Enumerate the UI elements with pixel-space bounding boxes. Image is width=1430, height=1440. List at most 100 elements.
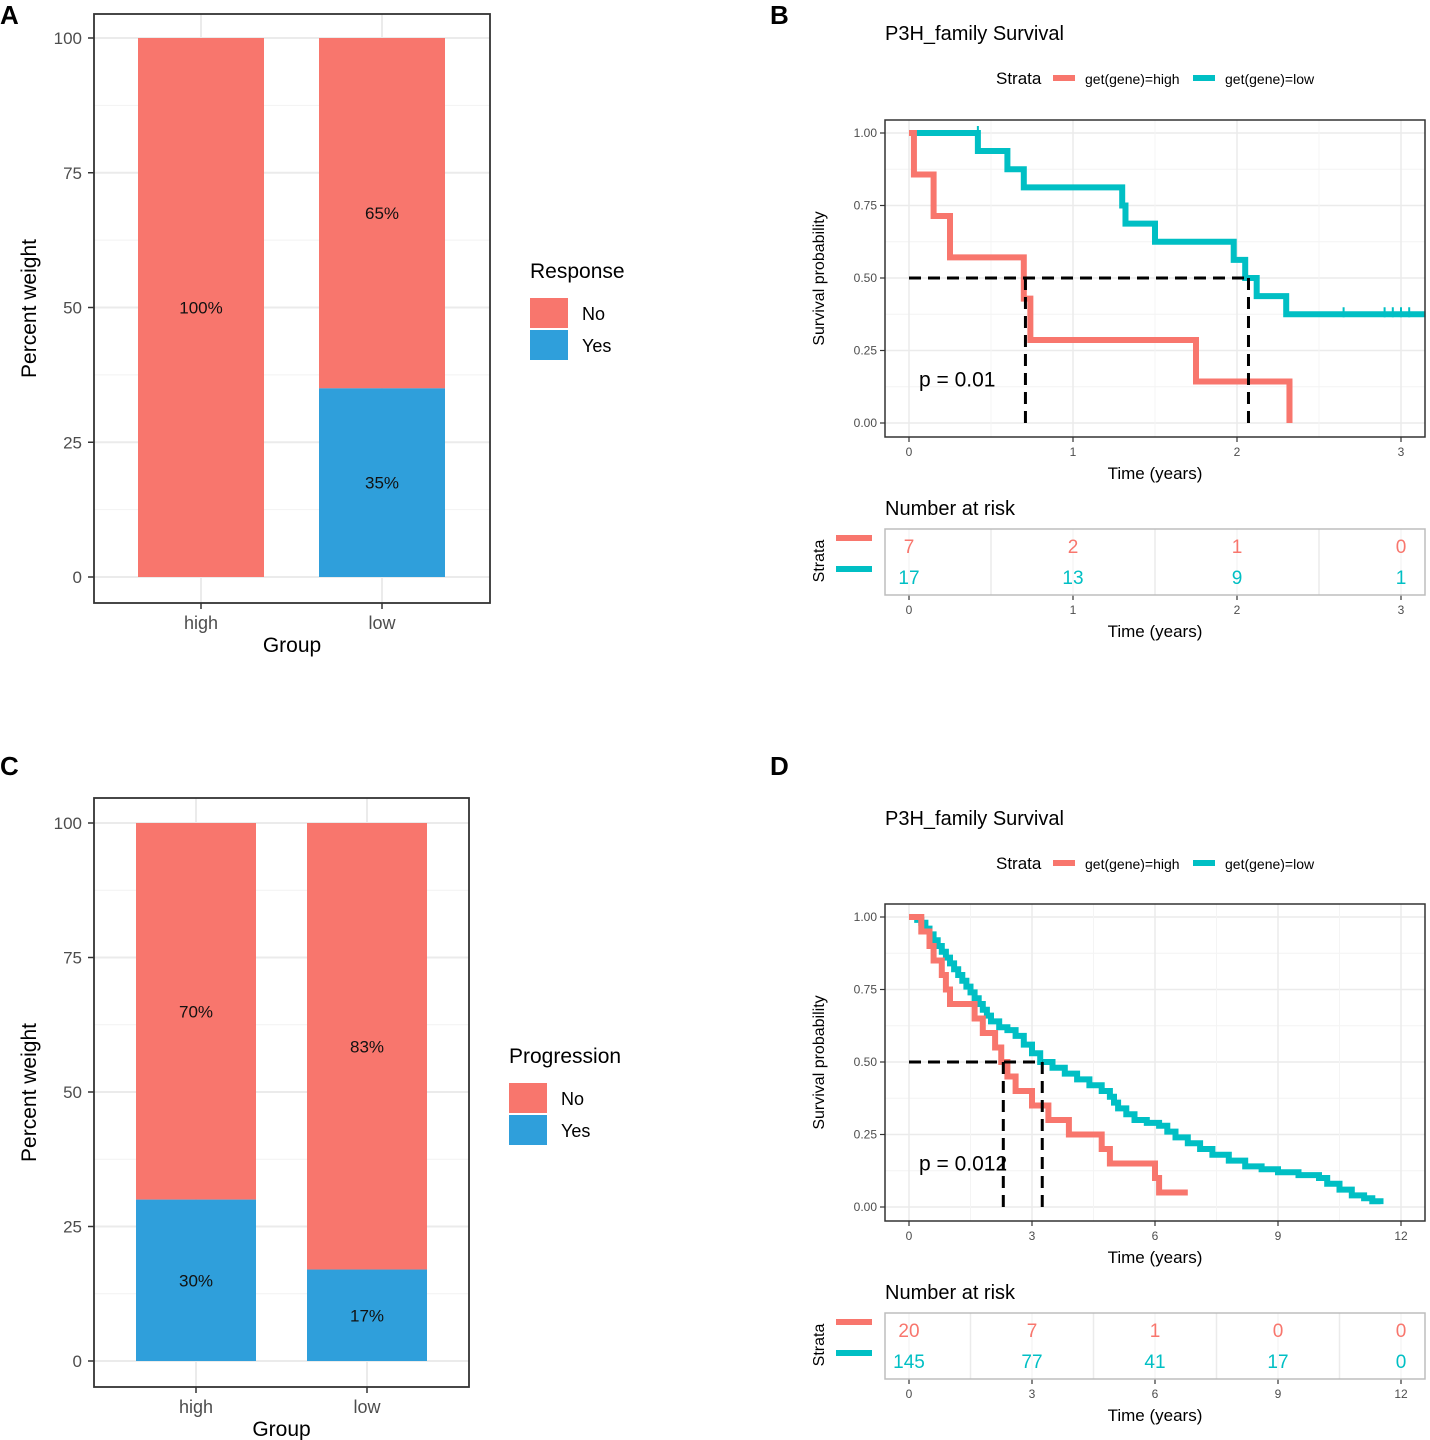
- x-tick-label: 6: [1152, 1229, 1159, 1243]
- risk-count-high: 20: [898, 1321, 919, 1342]
- y-tick-label: 0.00: [854, 1200, 878, 1214]
- y-tick-label: 0: [73, 1352, 82, 1371]
- x-tick-label: 3: [1029, 1229, 1036, 1243]
- risk-count-low: 41: [1144, 1352, 1165, 1373]
- y-tick-label: 0.25: [854, 1128, 878, 1142]
- y-tick-label: 75: [63, 164, 82, 183]
- curve-low: [909, 914, 1384, 1205]
- risk-count-high: 7: [1027, 1321, 1038, 1342]
- y-tick-label: 50: [63, 299, 82, 318]
- risk-table-ylabel: Strata: [811, 1324, 828, 1367]
- risk-x-tick-label: 9: [1275, 1387, 1282, 1401]
- y-tick-label: 100: [54, 29, 82, 48]
- legend-label-high: get(gene)=high: [1085, 71, 1180, 87]
- x-axis-title: Time (years): [1108, 1248, 1203, 1267]
- panel-label-d: D: [770, 751, 789, 781]
- x-tick-label: 0: [906, 445, 913, 459]
- legend-key-yes: [530, 330, 568, 360]
- risk-count-low: 17: [898, 568, 919, 589]
- bar-yes-low: [319, 388, 445, 577]
- risk-count-low: 0: [1396, 1352, 1407, 1373]
- y-tick-label: 0.50: [854, 271, 878, 285]
- chart-title: P3H_family Survival: [885, 23, 1064, 45]
- legend-label-no: No: [582, 304, 605, 324]
- y-tick-label: 25: [63, 433, 82, 452]
- panel-label-b: B: [770, 0, 789, 30]
- y-tick-label: 0.75: [854, 199, 878, 213]
- legend-label-yes: Yes: [582, 336, 611, 356]
- y-tick-label: 100: [54, 814, 82, 833]
- curve-low: [909, 130, 1426, 318]
- panel-a-bar-chart: 0 25 50 75 100 100% high 65% 35% low Group Percent …: [18, 13, 625, 657]
- legend-title: Strata: [996, 69, 1042, 88]
- x-tick-label: high: [184, 613, 218, 633]
- x-tick-label: low: [368, 613, 396, 633]
- curve-high: [909, 130, 1293, 423]
- x-tick-label: 9: [1275, 1229, 1282, 1243]
- risk-count-low: 17: [1267, 1352, 1288, 1373]
- bar-no-high: [136, 823, 256, 1200]
- p-value: p = 0.01: [919, 369, 995, 392]
- y-axis-title: Survival probability: [811, 211, 828, 345]
- risk-count-low: 77: [1021, 1352, 1042, 1373]
- risk-count-high: 1: [1150, 1321, 1161, 1342]
- legend-label-no: No: [561, 1089, 584, 1109]
- bar-label-no: 65%: [365, 204, 399, 223]
- x-tick-label: 1: [1070, 445, 1077, 459]
- y-tick-label: 0.75: [854, 983, 878, 997]
- panel-label-c: C: [0, 751, 19, 781]
- risk-table-xlabel: Time (years): [1108, 1406, 1203, 1425]
- risk-count-low: 1: [1396, 568, 1407, 589]
- legend-label-high: get(gene)=high: [1085, 856, 1180, 872]
- risk-table-frame: [884, 528, 1426, 596]
- legend-label-yes: Yes: [561, 1121, 590, 1141]
- plot-frame: [93, 13, 491, 604]
- risk-table-frame: [884, 1312, 1426, 1380]
- risk-x-tick-label: 6: [1152, 1387, 1159, 1401]
- x-tick-label: 3: [1398, 445, 1405, 459]
- x-tick-label: high: [179, 1397, 213, 1417]
- panel-c-bar-chart: 0 25 50 75 100 70% 30% high 83% 17% low Group Percen…: [18, 797, 621, 1440]
- x-axis-title: Group: [263, 634, 321, 657]
- bar-label-yes: 35%: [365, 474, 399, 493]
- risk-x-tick-label: 3: [1029, 1387, 1036, 1401]
- bar-yes-high: [136, 1199, 256, 1361]
- legend-label-low: get(gene)=low: [1225, 856, 1315, 872]
- risk-count-low: 13: [1062, 568, 1083, 589]
- y-tick-label: 0.50: [854, 1055, 878, 1069]
- panel-d-survival-chart: P3H_family Survival Strata get(gene)=high g…: [811, 808, 1426, 1425]
- risk-count-high: 0: [1396, 537, 1407, 558]
- risk-count-high: 2: [1068, 537, 1079, 558]
- risk-count-low: 145: [893, 1352, 925, 1373]
- legend-key-no: [509, 1083, 547, 1113]
- y-tick-label: 50: [63, 1083, 82, 1102]
- bar-label-no: 70%: [179, 1002, 213, 1021]
- bar-no-low: [319, 38, 445, 389]
- x-axis-title: Time (years): [1108, 464, 1203, 483]
- legend-title: Response: [530, 260, 625, 283]
- x-axis-title: Group: [252, 1418, 310, 1440]
- risk-x-tick-label: 2: [1234, 603, 1241, 617]
- risk-table-xlabel: Time (years): [1108, 622, 1203, 641]
- bar-label-no: 83%: [350, 1037, 384, 1056]
- x-tick-label: low: [353, 1397, 381, 1417]
- risk-table-ylabel: Strata: [811, 540, 828, 583]
- legend-title: Strata: [996, 854, 1042, 873]
- bar-label-no: 100%: [179, 299, 222, 318]
- p-value: p = 0.012: [919, 1153, 1007, 1176]
- risk-x-tick-label: 1: [1070, 603, 1077, 617]
- x-tick-label: 0: [906, 1229, 913, 1243]
- bar-no-low: [307, 823, 427, 1270]
- risk-count-high: 1: [1232, 537, 1243, 558]
- x-tick-label: 12: [1394, 1229, 1408, 1243]
- y-tick-label: 1.00: [854, 910, 878, 924]
- panel-label-a: A: [0, 0, 19, 30]
- risk-table-title: Number at risk: [885, 1282, 1016, 1304]
- risk-count-high: 0: [1273, 1321, 1284, 1342]
- y-tick-label: 1.00: [854, 126, 878, 140]
- y-axis-title: Survival probability: [811, 995, 828, 1129]
- risk-x-tick-label: 0: [906, 1387, 913, 1401]
- y-tick-label: 0.25: [854, 344, 878, 358]
- bar-label-yes: 17%: [350, 1306, 384, 1325]
